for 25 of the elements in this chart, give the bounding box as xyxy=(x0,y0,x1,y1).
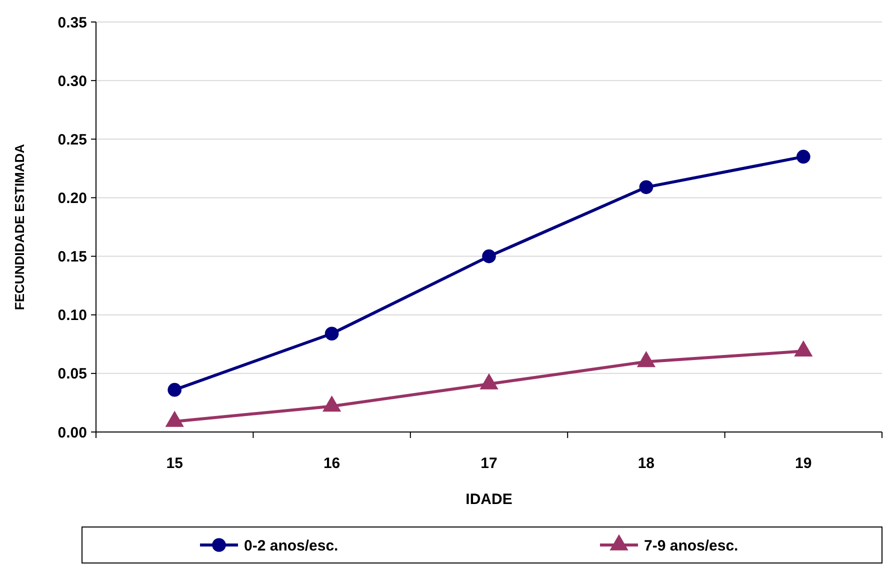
point xyxy=(165,410,184,427)
point xyxy=(480,373,498,390)
point xyxy=(482,249,496,264)
legend-label: 0-2 anos/esc. xyxy=(244,537,338,554)
x-tick-label: 18 xyxy=(638,455,655,472)
y-tick-label: 0.30 xyxy=(58,72,87,90)
y-tick-label: 0.20 xyxy=(58,190,87,207)
y-tick-label: 0.35 xyxy=(58,14,87,32)
point xyxy=(794,340,813,357)
y-tick-label: 0.15 xyxy=(58,248,87,266)
x-tick-label: 19 xyxy=(795,455,812,472)
x-tick-label: 15 xyxy=(166,455,183,472)
y-tick-label: 0.10 xyxy=(58,307,87,324)
x-tick-label: 16 xyxy=(323,455,340,472)
point xyxy=(322,395,342,412)
y-tick-label: 0.05 xyxy=(58,366,87,383)
x-axis-title: IDADE xyxy=(466,491,512,508)
point xyxy=(796,150,810,164)
y-axis-title: FECUNDIDADE ESTIMADA xyxy=(12,143,27,310)
point xyxy=(639,180,654,194)
x-tick-label: 17 xyxy=(480,455,498,472)
point xyxy=(636,350,656,368)
y-tick-label: 0.00 xyxy=(58,424,87,442)
legend-label: 7-9 anos/esc. xyxy=(644,537,738,554)
y-tick-label: 0.25 xyxy=(58,131,87,148)
